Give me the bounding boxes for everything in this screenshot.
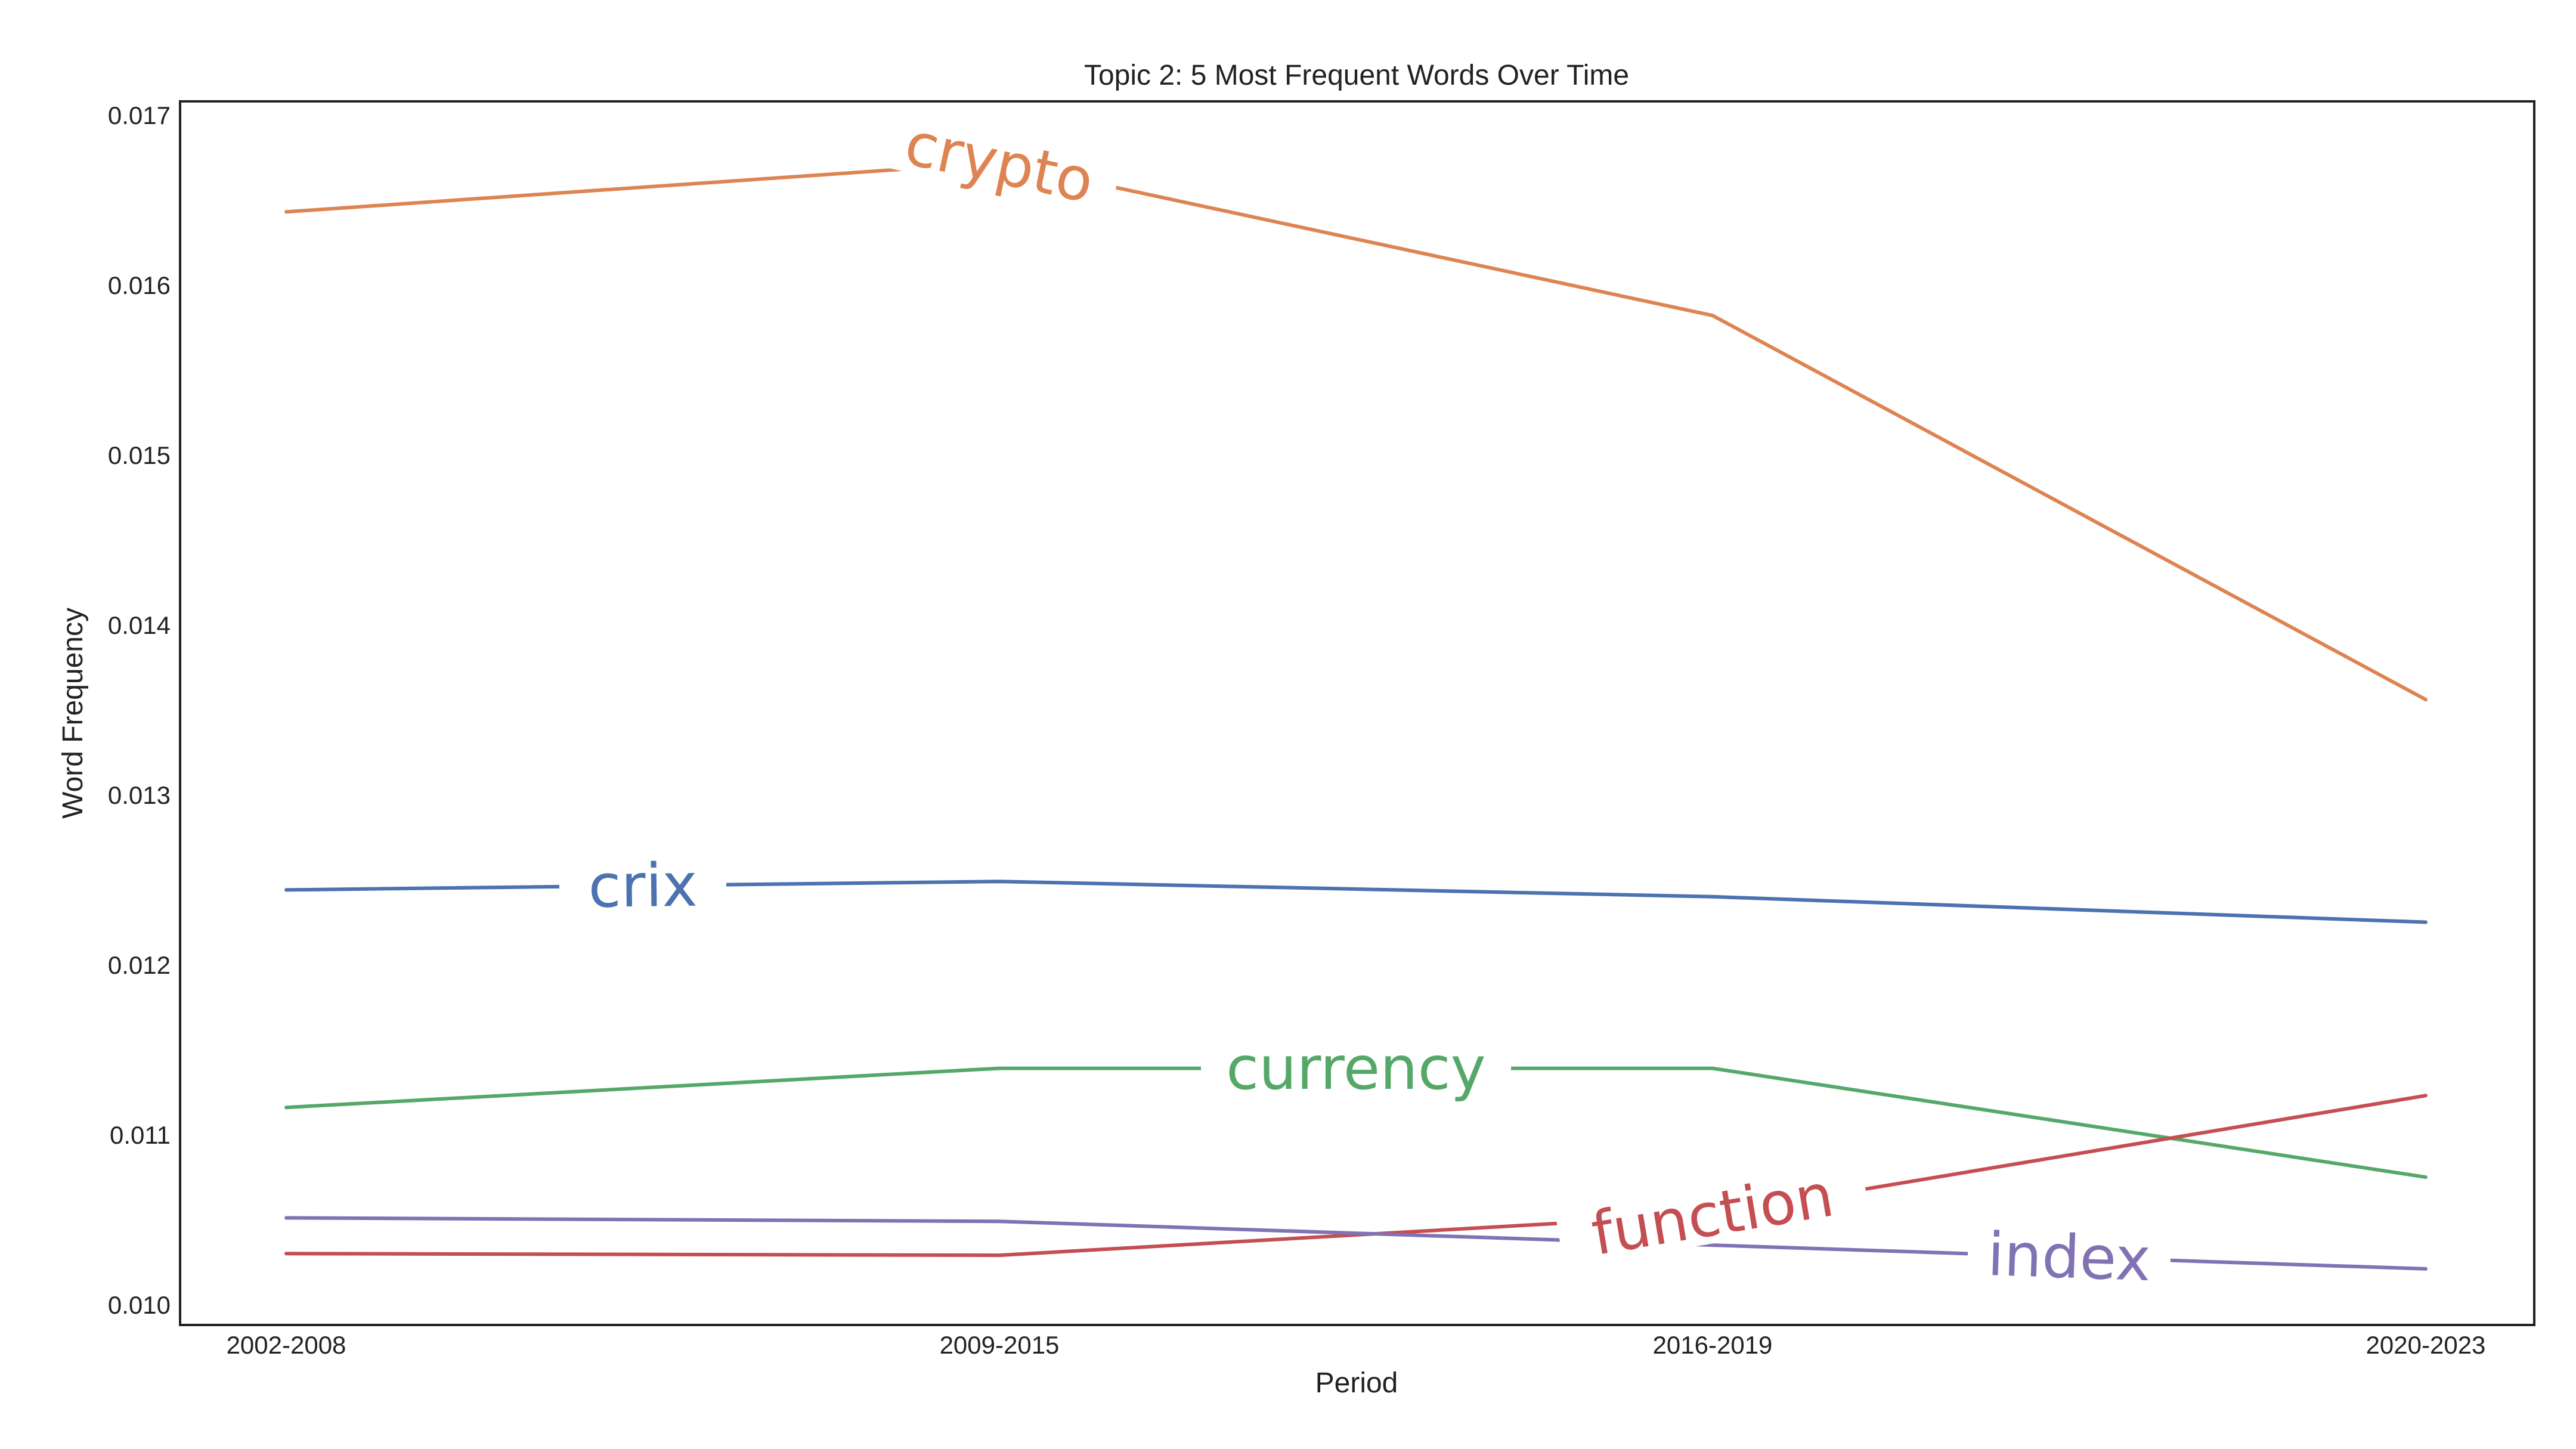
series-label-background: [877, 109, 1122, 216]
y-tick-label: 0.017: [108, 101, 171, 129]
y-tick-label: 0.010: [108, 1291, 171, 1319]
series-label-crix: crix: [588, 850, 698, 921]
series-label-background: [1555, 1160, 1871, 1268]
x-tick-label: 2020-2023: [2366, 1331, 2486, 1359]
x-axis-label: Period: [1315, 1367, 1398, 1399]
x-tick-label: 2002-2008: [227, 1331, 346, 1359]
x-tick-label: 2009-2015: [940, 1331, 1060, 1359]
x-axis-ticks: 2002-2008 2009-2015 2016-2019 2020-2023: [227, 1331, 2486, 1359]
series-label-background: [1967, 1225, 2172, 1289]
y-tick-label: 0.014: [108, 611, 171, 639]
y-axis-ticks: 0.010 0.011 0.012 0.013 0.014 0.015 0.016 0.017: [108, 101, 171, 1319]
y-tick-label: 0.013: [108, 781, 171, 809]
y-tick-label: 0.016: [108, 271, 171, 299]
plot-frame: [179, 100, 2535, 1326]
y-tick-label: 0.012: [108, 951, 171, 979]
y-tick-label: 0.015: [108, 441, 171, 469]
series-line-crypto: [284, 160, 2428, 702]
y-axis-label: Word Frequency: [57, 608, 89, 819]
series-label-index: index: [1986, 1219, 2151, 1295]
series-label-currency: currency: [1226, 1033, 1486, 1103]
x-tick-label: 2016-2019: [1653, 1331, 1773, 1359]
series-label-background: [1201, 1039, 1511, 1097]
y-tick-label: 0.011: [110, 1121, 171, 1149]
series-label-background: [559, 856, 727, 915]
chart-title: Topic 2: 5 Most Frequent Words Over Time: [1084, 60, 1629, 91]
